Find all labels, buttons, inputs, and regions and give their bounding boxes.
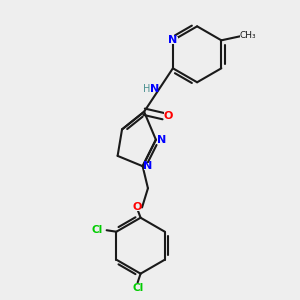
- FancyBboxPatch shape: [143, 163, 152, 170]
- Text: N: N: [150, 83, 159, 94]
- Text: N: N: [168, 35, 178, 45]
- FancyBboxPatch shape: [132, 284, 143, 292]
- FancyBboxPatch shape: [164, 112, 173, 120]
- Text: N: N: [143, 161, 153, 171]
- Text: Cl: Cl: [92, 225, 103, 235]
- Text: N: N: [157, 135, 166, 145]
- FancyBboxPatch shape: [240, 32, 256, 40]
- Text: CH₃: CH₃: [239, 32, 256, 40]
- Text: H: H: [143, 83, 150, 94]
- FancyBboxPatch shape: [168, 37, 178, 44]
- FancyBboxPatch shape: [92, 226, 103, 234]
- FancyBboxPatch shape: [132, 204, 141, 211]
- Text: O: O: [164, 111, 173, 121]
- FancyBboxPatch shape: [157, 136, 166, 143]
- Text: O: O: [132, 202, 141, 212]
- FancyBboxPatch shape: [142, 84, 155, 93]
- Text: Cl: Cl: [132, 283, 143, 293]
